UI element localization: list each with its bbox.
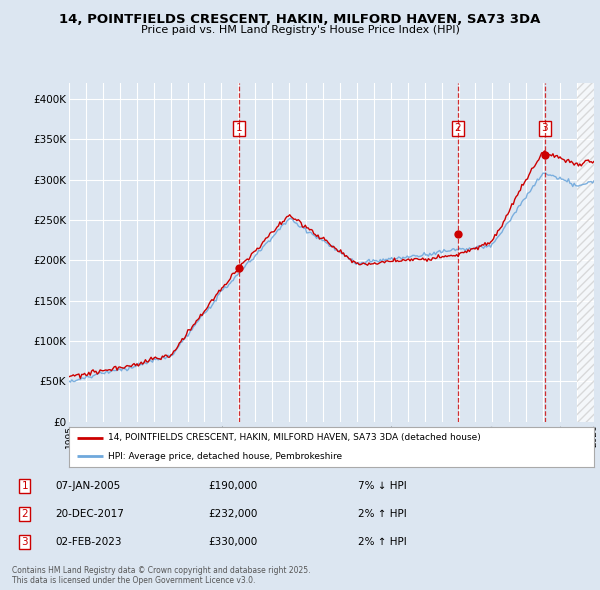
Text: Contains HM Land Registry data © Crown copyright and database right 2025.
This d: Contains HM Land Registry data © Crown c… xyxy=(12,566,311,585)
Text: 20-DEC-2017: 20-DEC-2017 xyxy=(55,509,124,519)
Text: 14, POINTFIELDS CRESCENT, HAKIN, MILFORD HAVEN, SA73 3DA: 14, POINTFIELDS CRESCENT, HAKIN, MILFORD… xyxy=(59,13,541,26)
Text: 14, POINTFIELDS CRESCENT, HAKIN, MILFORD HAVEN, SA73 3DA (detached house): 14, POINTFIELDS CRESCENT, HAKIN, MILFORD… xyxy=(109,434,481,442)
Text: 2% ↑ HPI: 2% ↑ HPI xyxy=(358,537,406,547)
Text: 1: 1 xyxy=(236,123,242,133)
Text: 02-FEB-2023: 02-FEB-2023 xyxy=(55,537,122,547)
Text: 3: 3 xyxy=(22,537,28,547)
Text: 2% ↑ HPI: 2% ↑ HPI xyxy=(358,509,406,519)
Text: 7% ↓ HPI: 7% ↓ HPI xyxy=(358,481,406,491)
Text: 3: 3 xyxy=(541,123,548,133)
Text: £330,000: £330,000 xyxy=(208,537,257,547)
Text: 2: 2 xyxy=(455,123,461,133)
Text: £190,000: £190,000 xyxy=(208,481,257,491)
Text: HPI: Average price, detached house, Pembrokeshire: HPI: Average price, detached house, Pemb… xyxy=(109,452,343,461)
Text: 1: 1 xyxy=(22,481,28,491)
Text: 07-JAN-2005: 07-JAN-2005 xyxy=(55,481,121,491)
Text: Price paid vs. HM Land Registry's House Price Index (HPI): Price paid vs. HM Land Registry's House … xyxy=(140,25,460,35)
Text: 2: 2 xyxy=(22,509,28,519)
Text: £232,000: £232,000 xyxy=(208,509,257,519)
